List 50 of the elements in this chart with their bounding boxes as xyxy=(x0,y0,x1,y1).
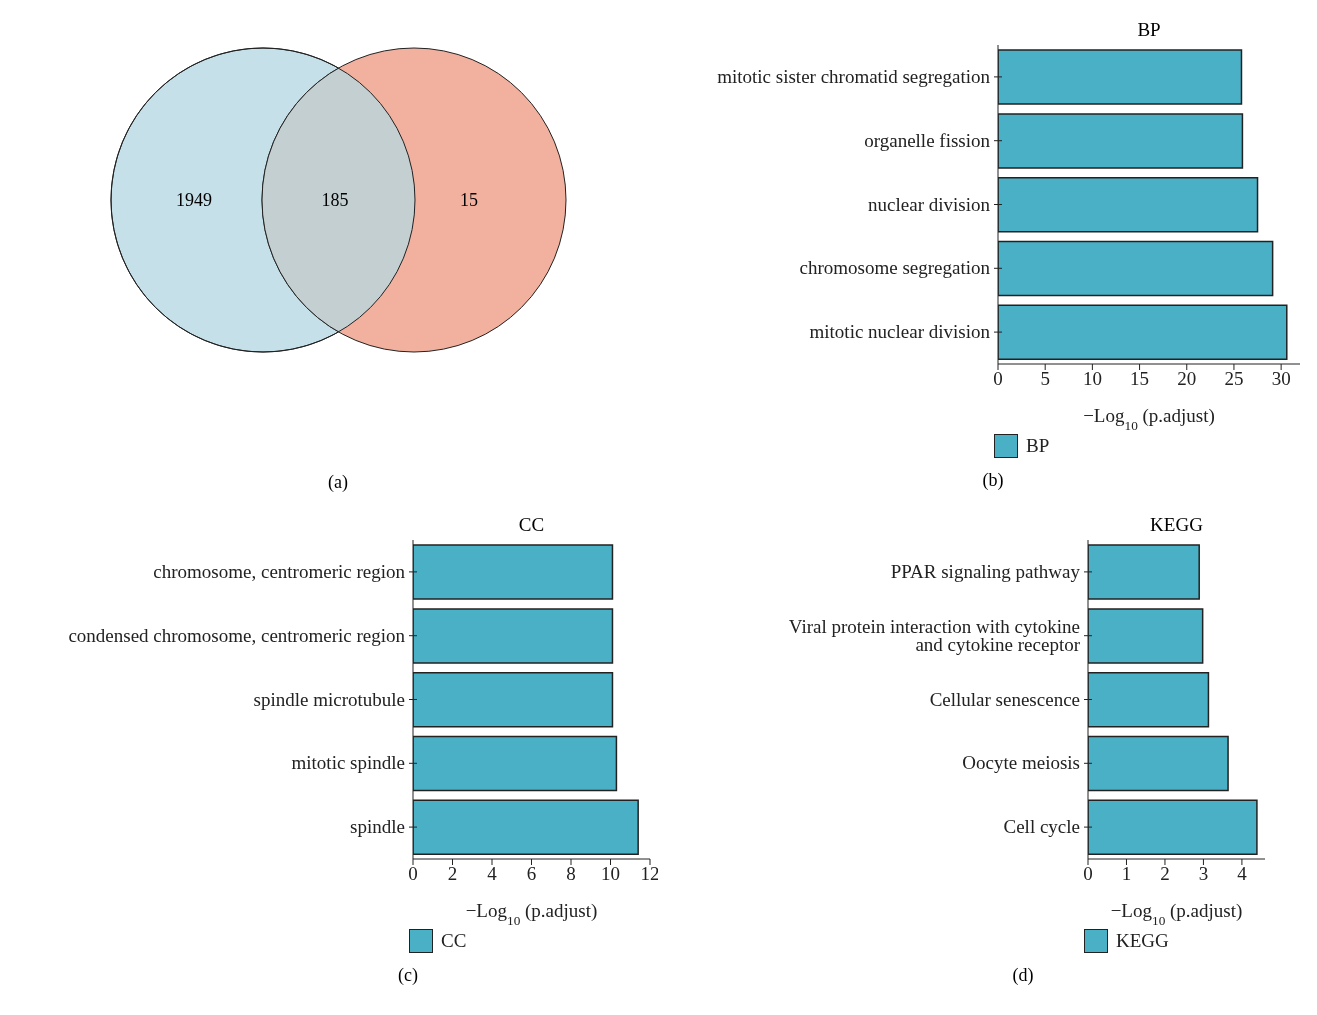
chart-title: BP xyxy=(1137,19,1161,40)
y-tick-label: chromosome segregation xyxy=(799,257,991,279)
y-tick-label: chromosome, centromeric region xyxy=(153,560,406,582)
y-tick-label: Viral protein interaction with cytokine and cytokine receptor xyxy=(788,615,1081,655)
y-tick-label: nuclear division xyxy=(868,193,991,215)
x-tick-label: 1 xyxy=(1121,863,1132,885)
y-tick-label: mitotic sister chromatid segregation xyxy=(717,65,991,87)
chart-title: CC xyxy=(518,514,545,535)
y-tick-label: Cellular senescence xyxy=(929,688,1080,710)
y-tick-label: spindle microtubule xyxy=(253,688,405,710)
legend-label: KEGG xyxy=(1116,930,1169,952)
x-tick-label: 8 xyxy=(566,863,576,885)
x-tick-label: 25 xyxy=(1224,368,1244,390)
y-tick-label: Cell cycle xyxy=(1003,816,1080,838)
x-tick-label: 0 xyxy=(408,863,418,885)
x-tick-label: 3 xyxy=(1198,863,1209,885)
y-tick-label: organelle fission xyxy=(864,129,991,151)
text: (d) xyxy=(1011,965,1035,986)
text: (a) xyxy=(328,472,348,493)
x-tick-label: 6 xyxy=(526,863,537,885)
x-axis-title: −Log$_{10}$ (p.adjust) xyxy=(1110,900,1243,928)
x-tick-label: 15 xyxy=(1130,368,1150,390)
y-tick-label: spindle xyxy=(350,816,405,838)
data-label: 1949 xyxy=(176,190,212,210)
x-tick-label: 10 xyxy=(1082,368,1102,390)
x-tick-label: 0 xyxy=(1083,863,1093,885)
x-tick-label: 5 xyxy=(1040,368,1050,390)
text: (b) xyxy=(981,470,1005,491)
data-label: 185 xyxy=(321,190,349,210)
x-tick-label: 4 xyxy=(487,863,498,885)
y-tick-label: Oocyte meiosis xyxy=(962,752,1080,774)
y-tick-label: condensed chromosome, centromeric region xyxy=(68,624,406,646)
x-tick-label: 12 xyxy=(640,863,660,885)
x-tick-label: 20 xyxy=(1177,368,1197,390)
legend-label: CC xyxy=(441,930,467,952)
x-tick-label: 2 xyxy=(447,863,458,885)
x-tick-label: 30 xyxy=(1271,368,1291,390)
y-tick-label: mitotic spindle xyxy=(291,752,405,774)
x-tick-label: 4 xyxy=(1237,863,1248,885)
x-tick-label: 2 xyxy=(1160,863,1170,885)
legend-label: BP xyxy=(1026,435,1050,457)
x-axis-title: −Log$_{10}$ (p.adjust) xyxy=(465,900,598,928)
y-tick-label: PPAR signaling pathway xyxy=(890,560,1081,582)
x-tick-label: 0 xyxy=(993,368,1003,390)
y-tick-label: mitotic nuclear division xyxy=(809,321,991,343)
text: (c) xyxy=(397,965,419,986)
chart-title: KEGG xyxy=(1150,514,1204,535)
x-axis-title: −Log$_{10}$ (p.adjust) xyxy=(1083,405,1215,433)
data-label: 15 xyxy=(460,190,478,210)
x-tick-label: 10 xyxy=(601,863,620,885)
